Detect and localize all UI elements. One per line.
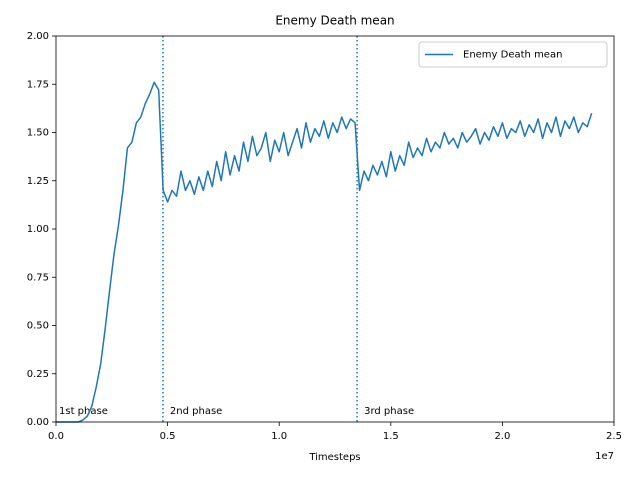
x-tick-label: 1.0 (271, 431, 287, 442)
y-tick-label: 0.50 (27, 321, 49, 332)
chart-title: Enemy Death mean (275, 14, 394, 28)
x-tick-label: 2.5 (606, 431, 622, 442)
y-tick-label: 1.00 (27, 224, 49, 235)
x-offset-label: 1e7 (595, 451, 614, 462)
y-tick-label: 1.75 (27, 79, 49, 90)
data-line (56, 81, 593, 423)
y-tick-label: 1.25 (27, 176, 49, 187)
x-tick-label: 0.5 (160, 431, 176, 442)
y-tick-label: 0.75 (27, 272, 49, 283)
x-axis-label: Timesteps (308, 452, 360, 463)
axes-frame (55, 35, 615, 423)
phase-label: 3rd phase (364, 406, 414, 417)
phase-label: 2nd phase (170, 406, 222, 417)
y-tick-label: 1.50 (27, 128, 49, 139)
legend-box (418, 41, 608, 68)
phase-label: 1st phase (59, 406, 108, 417)
y-tick-label: 0.25 (27, 369, 49, 380)
legend-label: Enemy Death mean (463, 50, 562, 61)
x-tick-label: 0.0 (48, 431, 64, 442)
y-tick-label: 2.00 (27, 31, 49, 42)
x-tick-label: 2.0 (494, 431, 510, 442)
x-tick-label: 1.5 (383, 431, 399, 442)
y-tick-label: 0.00 (27, 417, 49, 428)
